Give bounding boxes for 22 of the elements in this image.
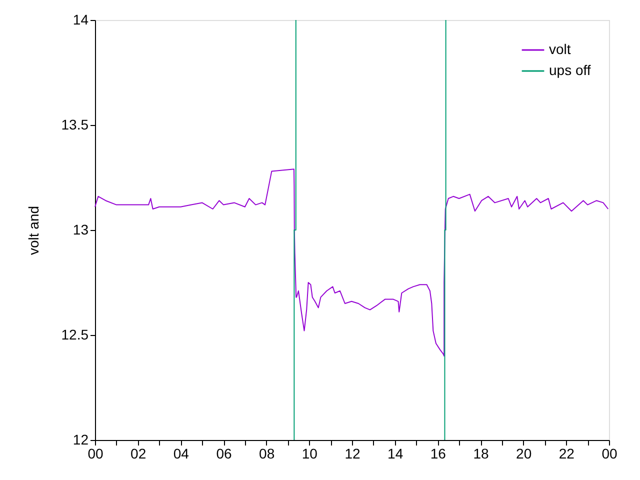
x-tick-label: 00 bbox=[602, 446, 618, 462]
y-tick-label: 13.5 bbox=[61, 116, 89, 132]
x-tick-label: 14 bbox=[388, 446, 404, 462]
x-tick-label: 16 bbox=[430, 446, 446, 462]
x-tick-label: 00 bbox=[88, 446, 104, 462]
x-tick-label: 08 bbox=[259, 446, 275, 462]
x-tick-label: 22 bbox=[558, 446, 575, 462]
x-tick-label: 20 bbox=[516, 446, 532, 462]
x-tick-label: 12 bbox=[344, 446, 360, 462]
x-tick-label: 18 bbox=[473, 446, 489, 462]
x-tick-label: 06 bbox=[216, 446, 232, 462]
x-tick-label: 04 bbox=[173, 446, 190, 462]
y-tick-label: 12 bbox=[72, 432, 89, 448]
y-tick-label: 14 bbox=[72, 12, 89, 28]
legend-label: volt bbox=[549, 41, 571, 57]
x-tick-label: 10 bbox=[302, 446, 318, 462]
y-axis-title: volt and bbox=[25, 206, 42, 256]
line-series bbox=[94, 168, 609, 356]
legend-label: ups off bbox=[549, 62, 591, 78]
y-tick-label: 12.5 bbox=[61, 326, 89, 342]
x-tick-label: 02 bbox=[130, 446, 146, 462]
y-tick-label: 13 bbox=[72, 222, 89, 238]
